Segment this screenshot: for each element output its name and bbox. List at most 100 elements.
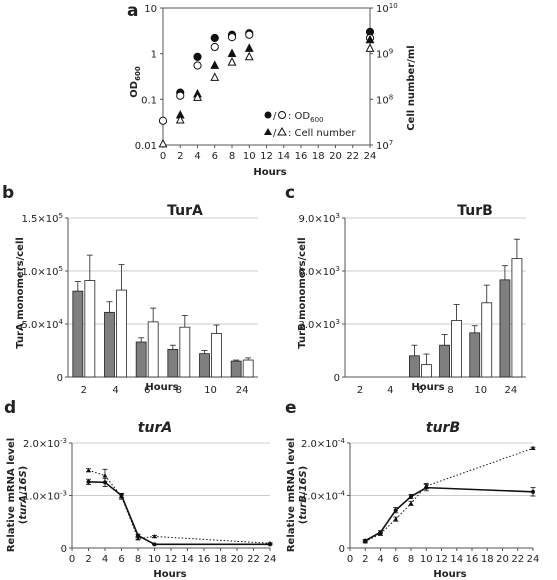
data-point-e xyxy=(423,483,429,488)
x-tick-label-a: 8 xyxy=(229,151,235,162)
y-tick-label-e: 2.0×10-4 xyxy=(301,437,346,450)
y-axis-label-e: Relative mRNA level (turB/16S) xyxy=(286,438,309,552)
bar-b xyxy=(135,341,147,378)
svg-text:: Cell number: : Cell number xyxy=(288,128,356,139)
data-point-e xyxy=(531,489,535,494)
y2-tick-label-a: 1010 xyxy=(376,2,398,15)
bar-c xyxy=(451,320,462,378)
x-tick-label-d: 6 xyxy=(118,554,124,565)
y-tick-label-c: 0 xyxy=(334,373,340,384)
y-tick-label-a: 10 xyxy=(144,4,157,15)
chart-title-b: TurA xyxy=(167,203,203,219)
plot-area-a xyxy=(162,7,371,146)
data-point-open-circle xyxy=(193,61,202,70)
series-line-d xyxy=(88,469,271,544)
data-point-e xyxy=(393,508,398,513)
data-point-d xyxy=(86,479,91,484)
x-tick-label-a: 4 xyxy=(194,151,200,162)
bar-b xyxy=(199,353,210,378)
panel-letter-e: e xyxy=(285,398,297,418)
x-tick-label-e: 14 xyxy=(450,554,463,565)
data-point-e xyxy=(393,516,399,521)
y-tick-label-e: 1.0×10-4 xyxy=(301,490,346,503)
panel-letter-a: a xyxy=(127,1,138,21)
data-point-filled-triangle xyxy=(365,34,375,44)
y-tick-label-c: 9.0×103 xyxy=(299,212,340,225)
data-point-open-triangle xyxy=(244,51,254,61)
bar-c xyxy=(481,302,493,378)
x-tick-label-a: 20 xyxy=(329,151,342,162)
data-point-d xyxy=(152,533,157,539)
bar-b xyxy=(72,290,84,378)
data-point-d xyxy=(152,542,157,547)
legend-marker-filled-triangle xyxy=(264,128,272,135)
svg-text:OD600: OD600 xyxy=(129,66,142,98)
y-axis-label-d: Relative mRNA level (turA/16S) xyxy=(6,438,29,552)
x-tick-label-c: 4 xyxy=(387,385,393,396)
x-tick-label-a: 16 xyxy=(295,151,308,162)
x-tick-label-e: 16 xyxy=(466,554,479,565)
x-axis-label-c: Hours xyxy=(411,382,444,393)
y-tick-label-b: 1.0×105 xyxy=(22,265,63,278)
x-tick-label-d: 18 xyxy=(214,554,227,565)
x-tick-label-d: 4 xyxy=(102,554,108,565)
bar-b xyxy=(84,280,96,378)
x-tick-label-d: 10 xyxy=(148,554,161,565)
y2-tick-label-a: 108 xyxy=(376,93,393,106)
x-tick-label-c: 6 xyxy=(417,385,423,396)
y2-tick-label-a: 109 xyxy=(376,48,393,61)
y-tick-label-d: 1.0×10-3 xyxy=(23,490,67,503)
panel-letter-d: d xyxy=(4,398,16,418)
x-tick-label-d: 24 xyxy=(264,554,277,565)
data-point-d xyxy=(86,467,91,473)
x-tick-label-c: 10 xyxy=(474,385,487,396)
bar-b xyxy=(104,311,115,378)
x-tick-label-d: 12 xyxy=(165,554,178,565)
x-tick-label-c: 24 xyxy=(505,385,518,396)
data-point-open-triangle xyxy=(227,57,237,66)
x-axis-label-b: Hours xyxy=(145,382,178,393)
x-tick-label-e: 2 xyxy=(362,554,368,565)
x-tick-label-b: 8 xyxy=(176,385,182,396)
y-axis-label-b: TurA monomers/cell xyxy=(15,237,26,349)
data-point-open-triangle xyxy=(193,92,202,101)
data-point-filled-circle xyxy=(193,52,202,61)
data-point-d xyxy=(135,536,141,541)
data-point-e xyxy=(408,500,414,506)
series-line-d xyxy=(88,481,270,546)
y-tick-label-c: 3.0×103 xyxy=(299,318,340,331)
x-tick-label-d: 0 xyxy=(69,554,75,565)
x-tick-label-c: 2 xyxy=(357,385,363,396)
x-tick-label-d: 14 xyxy=(181,554,194,565)
x-tick-label-e: 18 xyxy=(481,554,494,565)
data-point-d xyxy=(267,540,273,546)
bar-b xyxy=(167,349,179,378)
x-tick-label-d: 22 xyxy=(247,554,260,565)
data-point-filled-triangle xyxy=(227,48,237,58)
data-point-e xyxy=(530,445,536,451)
bar-c xyxy=(409,355,420,378)
legend-marker-filled-circle xyxy=(264,111,272,119)
y-axis-label-c: TurB monomers/cell xyxy=(297,237,308,348)
chart-title-c: TurB xyxy=(457,203,493,219)
bar-b xyxy=(179,326,191,378)
y-tick-label-a: 0.01 xyxy=(135,141,157,152)
x-tick-label-d: 2 xyxy=(85,554,91,565)
x-tick-label-d: 16 xyxy=(198,554,211,565)
bar-b xyxy=(147,321,159,378)
bar-c xyxy=(511,258,523,378)
series-line-e xyxy=(364,486,534,542)
bar-b xyxy=(211,333,222,378)
y-axis-label-a: OD600 xyxy=(129,66,142,98)
data-point-d xyxy=(103,480,107,485)
data-point-filled-triangle xyxy=(210,60,220,69)
data-point-open-circle xyxy=(158,116,168,125)
bar-c xyxy=(439,344,450,378)
y-tick-label-a: 0.1 xyxy=(141,95,157,106)
data-point-filled-circle xyxy=(210,33,219,43)
x-tick-label-a: 14 xyxy=(277,151,290,162)
x-tick-label-e: 6 xyxy=(393,554,399,565)
svg-text:: OD600: : OD600 xyxy=(288,111,324,124)
x-tick-label-a: 6 xyxy=(212,151,218,162)
